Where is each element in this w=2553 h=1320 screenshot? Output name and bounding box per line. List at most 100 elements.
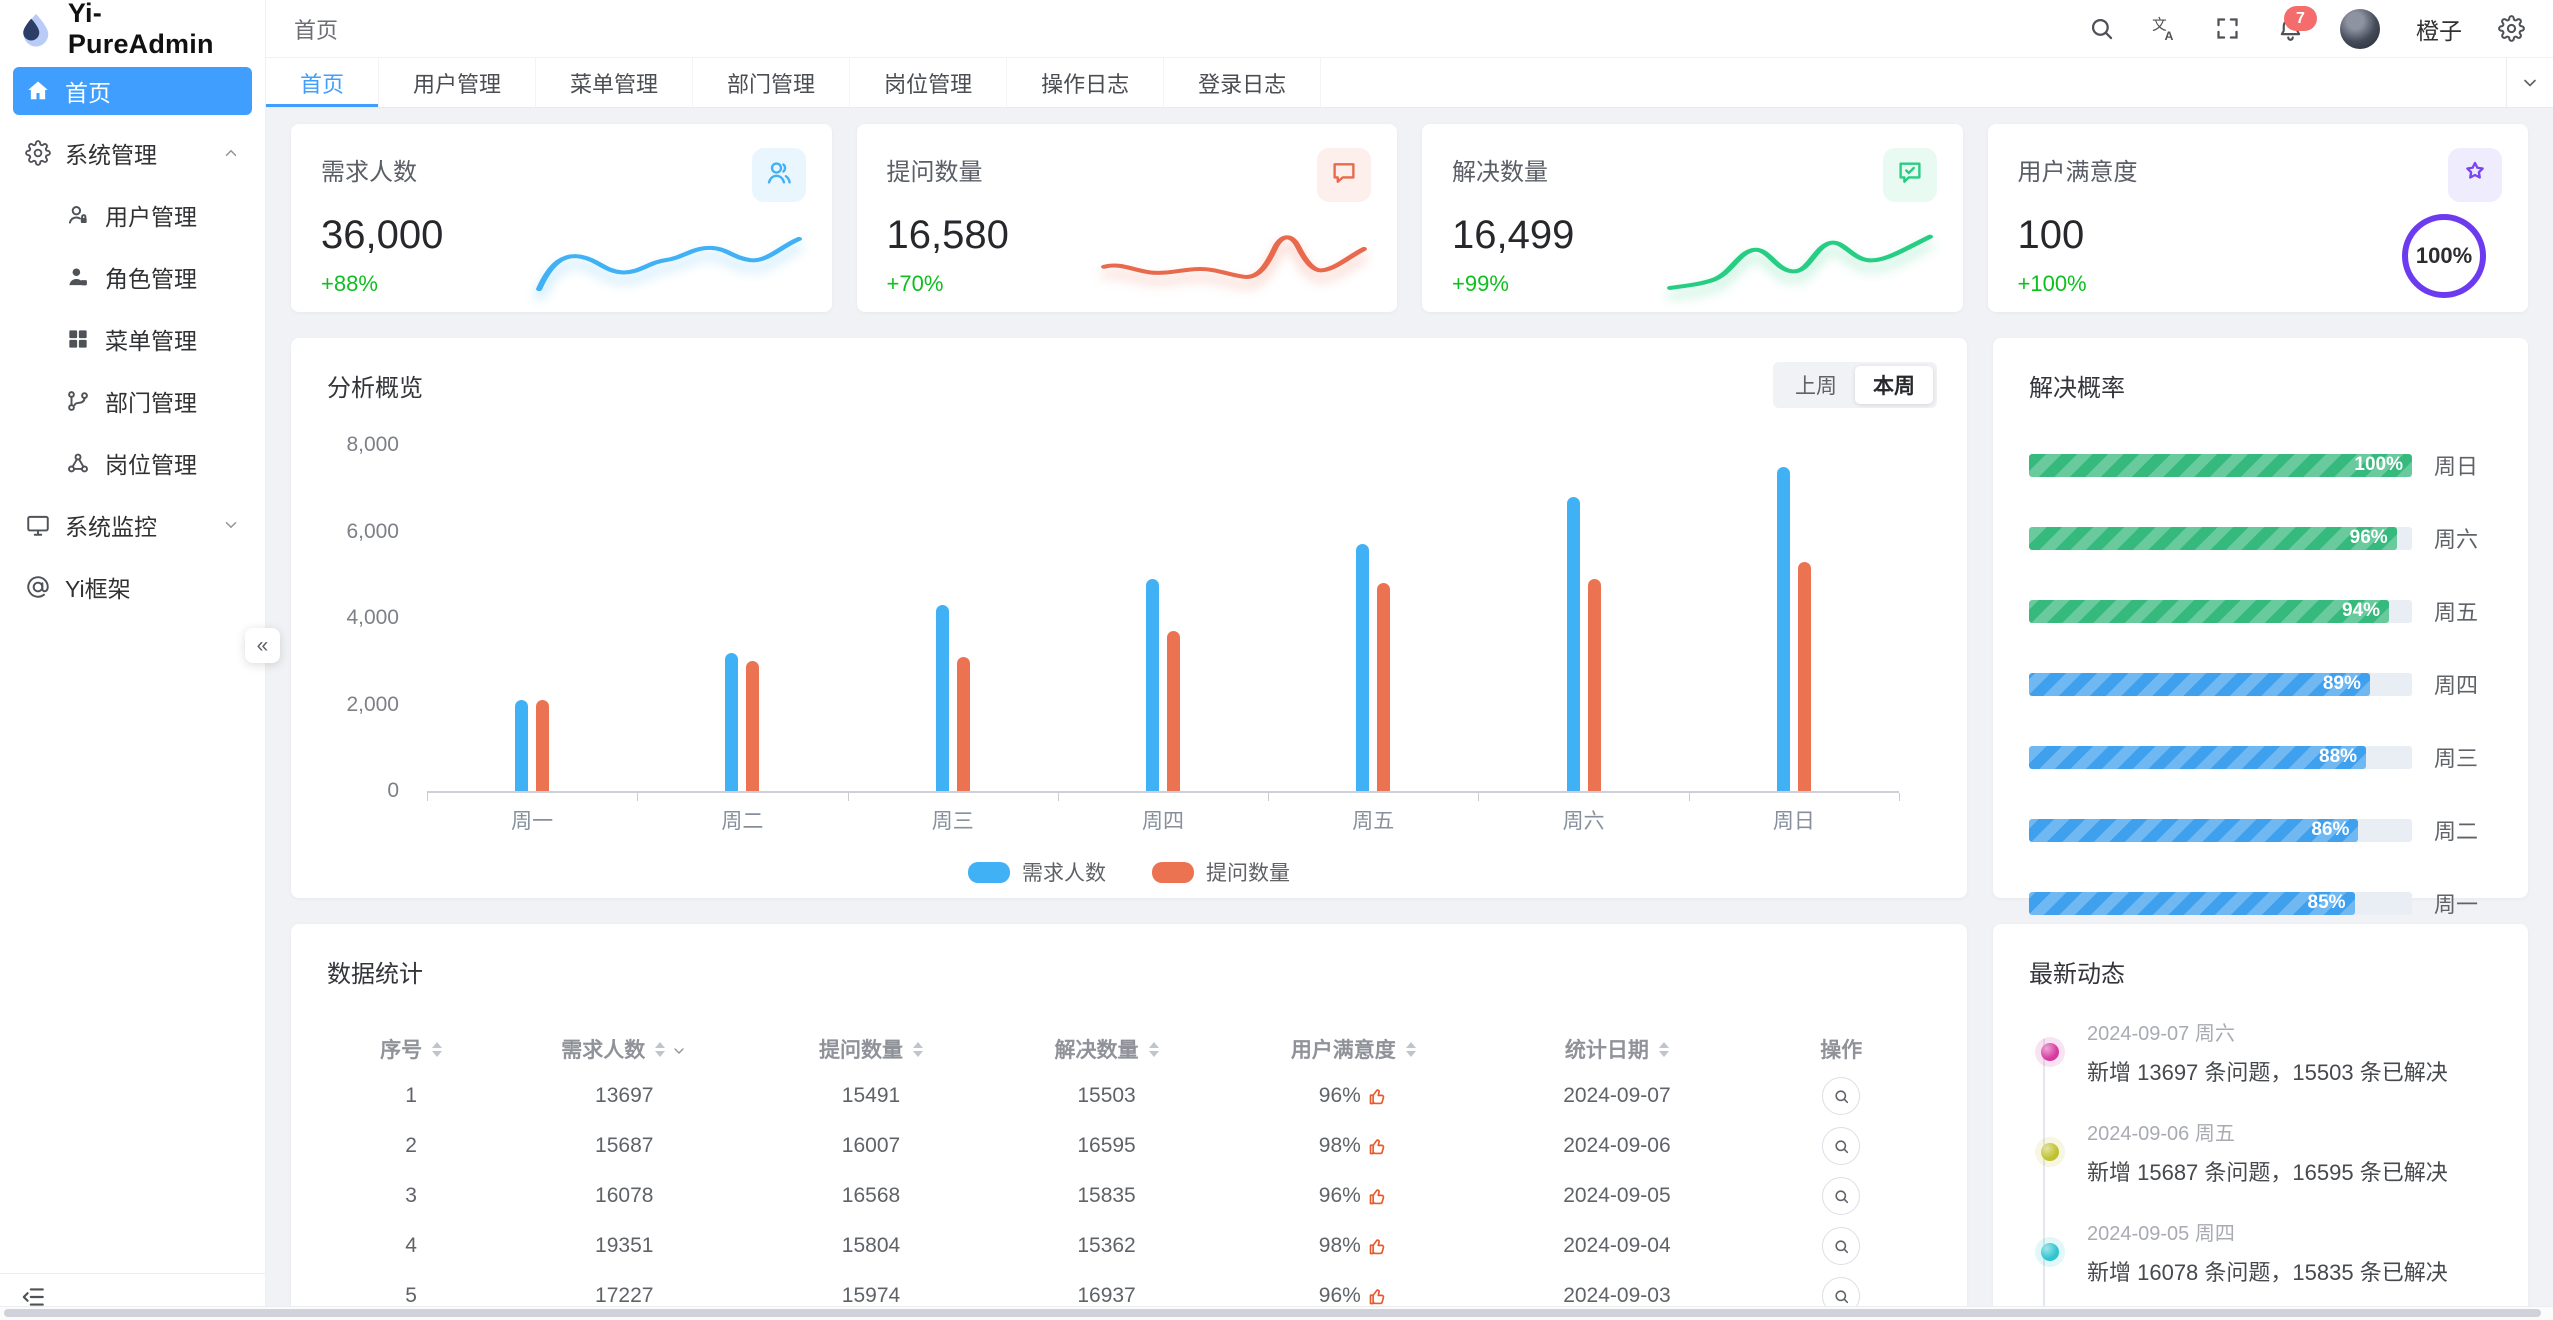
drop-logo-icon (23, 13, 49, 47)
view-row-button[interactable] (1822, 1127, 1861, 1165)
x-axis-label: 周五 (1352, 810, 1395, 833)
fullscreen-icon[interactable] (2214, 15, 2241, 42)
sidebar-item-depts[interactable]: 部门管理 (13, 377, 252, 425)
tab-首页[interactable]: 首页 (266, 58, 380, 107)
tabs-menu-chevron-icon[interactable] (2506, 58, 2553, 107)
tab-登录日志[interactable]: 登录日志 (1164, 58, 1322, 107)
sort-caret-icon[interactable] (1658, 1041, 1669, 1057)
notifications-bell-icon[interactable]: 7 (2277, 6, 2317, 42)
sidebar-item-posts[interactable]: 岗位管理 (13, 439, 252, 487)
sort-caret-icon[interactable] (1148, 1041, 1159, 1057)
magnifier-icon (1833, 1288, 1850, 1305)
tab-菜单管理[interactable]: 菜单管理 (536, 58, 694, 107)
timeline-date: 2024-09-05 周四 (2087, 1223, 2235, 1245)
column-label: 用户满意度 (1290, 1039, 1396, 1062)
bar-提问数量-周三[interactable] (956, 656, 970, 791)
sparkline (1666, 234, 1933, 290)
horizontal-scrollbar-thumb[interactable] (4, 1309, 2541, 1317)
stat-card-value: 36,000 (321, 213, 444, 257)
filter-chevron-icon[interactable] (671, 1041, 687, 1057)
solve-row-周四: 89% 周四 (2029, 668, 2492, 700)
bar-需求人数-周六[interactable] (1566, 496, 1580, 791)
table-cell: 15503 (1077, 1084, 1136, 1107)
bar-提问数量-周日[interactable] (1797, 561, 1811, 791)
svg-text:A: A (2165, 29, 2174, 42)
tab-部门管理[interactable]: 部门管理 (693, 58, 851, 107)
column-label: 需求人数 (561, 1039, 646, 1062)
avatar[interactable] (2340, 8, 2380, 49)
view-row-button[interactable] (1822, 1177, 1861, 1215)
solve-row-周五: 94% 周五 (2029, 595, 2492, 627)
bar-需求人数-周三[interactable] (935, 605, 949, 791)
satisfaction-value: 96% (1318, 1284, 1361, 1307)
chart-category-周六 (1478, 419, 1688, 791)
bar-提问数量-周六[interactable] (1587, 579, 1601, 791)
settings-gear-icon[interactable] (2498, 15, 2525, 42)
bar-提问数量-周四[interactable] (1166, 630, 1180, 791)
middle-row: 分析概览 上周 本周 0 2,000 4,000 6,000 8,000 周一 周二 周三 周四… (291, 338, 2528, 917)
tab-用户管理[interactable]: 用户管理 (379, 58, 537, 107)
grid-icon (65, 326, 91, 352)
chat-check-icon-box (1882, 148, 1937, 202)
bar-需求人数-周二[interactable] (725, 652, 739, 791)
table-column-header-统计日期[interactable]: 统计日期 (1482, 1034, 1751, 1064)
table-column-header-用户满意度[interactable]: 用户满意度 (1224, 1034, 1482, 1064)
table-cell: 16568 (841, 1184, 901, 1207)
legend-item-提问数量[interactable]: 提问数量 (1152, 857, 1290, 887)
sidebar-collapse-button[interactable]: « (245, 628, 280, 663)
x-axis-tickmark (1899, 793, 1900, 801)
sort-caret-icon[interactable] (1405, 1041, 1416, 1057)
sort-caret-icon[interactable] (655, 1041, 666, 1057)
table-cell: 15491 (841, 1084, 901, 1107)
bar-提问数量-周一[interactable] (536, 700, 550, 791)
this-week-button[interactable]: 本周 (1855, 366, 1933, 404)
chat-icon-box (1317, 148, 1371, 202)
table-cell: 2024-09-06 (1563, 1134, 1671, 1157)
table-column-header-提问数量[interactable]: 提问数量 (753, 1034, 989, 1064)
table-column-header-序号[interactable]: 序号 (327, 1034, 495, 1064)
tab-岗位管理[interactable]: 岗位管理 (850, 58, 1008, 107)
sort-caret-icon[interactable] (432, 1041, 443, 1057)
bar-需求人数-周四[interactable] (1145, 579, 1159, 791)
x-axis-label: 周三 (931, 810, 974, 833)
legend-item-需求人数[interactable]: 需求人数 (968, 857, 1106, 887)
sort-caret-icon[interactable] (913, 1041, 923, 1057)
app-logo[interactable]: Yi-PureAdmin (0, 0, 265, 59)
username[interactable]: 橙子 (2416, 17, 2462, 44)
sidebar-item-label: 系统监控 (65, 514, 157, 540)
view-row-button[interactable] (1822, 1227, 1861, 1265)
view-row-button[interactable] (1822, 1077, 1861, 1115)
progress-track: 86% (2029, 818, 2412, 842)
table-cell: 19351 (595, 1234, 654, 1257)
bar-提问数量-周五[interactable] (1377, 583, 1391, 791)
sidebar-item-yi[interactable]: Yi框架 (13, 563, 252, 611)
legend-label: 提问数量 (1206, 862, 1290, 885)
bar-需求人数-周一[interactable] (515, 700, 529, 791)
sidebar-item-menus[interactable]: 菜单管理 (13, 315, 252, 363)
sidebar-item-system[interactable]: 系统管理 (13, 129, 252, 177)
breadcrumb[interactable]: 首页 (294, 17, 339, 43)
table-column-header-解决数量[interactable]: 解决数量 (989, 1034, 1225, 1064)
search-icon[interactable] (2088, 15, 2115, 42)
progress-day-label: 周四 (2434, 673, 2479, 698)
thumb-up-icon (1367, 1186, 1388, 1207)
bar-需求人数-周五[interactable] (1356, 544, 1370, 791)
at-icon (25, 574, 51, 600)
bar-提问数量-周二[interactable] (746, 661, 760, 791)
menu-fold-icon[interactable] (20, 1284, 46, 1310)
sidebar-item-users[interactable]: 用户管理 (13, 191, 252, 239)
magnifier-icon (1833, 1088, 1850, 1105)
table-column-header-需求人数[interactable]: 需求人数 (495, 1034, 753, 1064)
timeline: 2024-09-07 周六 新增 13697 条问题，15503 条已解决 2024… (2029, 1017, 2492, 1320)
sidebar-item-roles[interactable]: 角色管理 (13, 253, 252, 301)
monitor-icon (25, 512, 51, 538)
y-axis-tick: 8,000 (346, 433, 399, 456)
bar-需求人数-周日[interactable] (1776, 466, 1790, 791)
last-week-button[interactable]: 上周 (1795, 375, 1837, 398)
legend-swatch (1152, 861, 1194, 883)
sidebar-item-monitor[interactable]: 系统监控 (13, 501, 252, 549)
sidebar-item-home[interactable]: 首页 (13, 67, 252, 115)
progress-fill: 85% (2029, 891, 2355, 915)
tab-操作日志[interactable]: 操作日志 (1007, 58, 1165, 107)
